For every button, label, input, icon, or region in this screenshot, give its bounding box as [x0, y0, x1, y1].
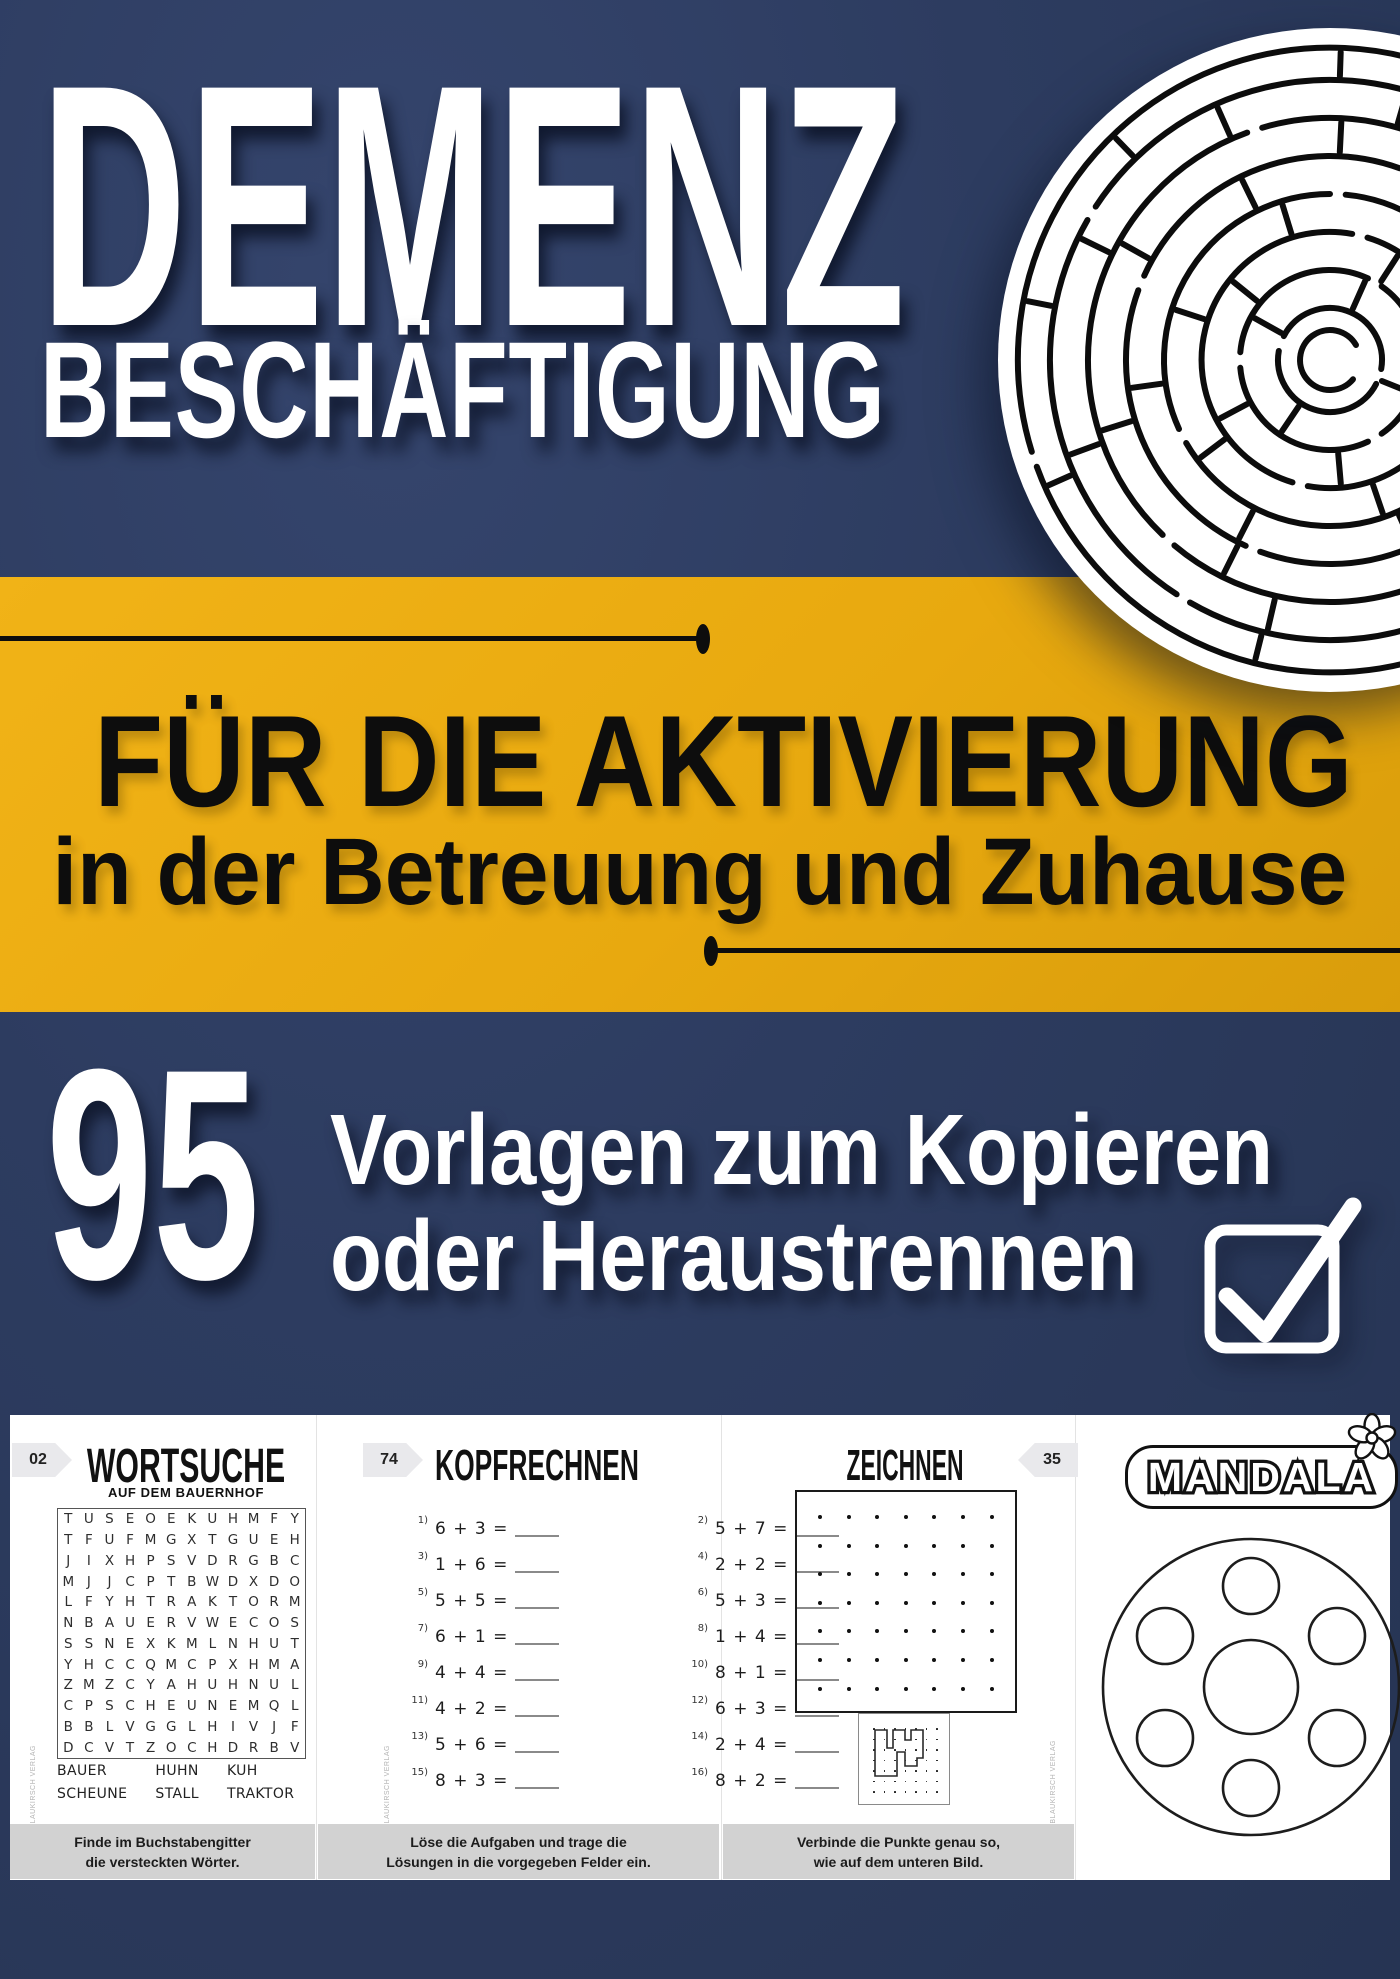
wortsuche-title: WORTSUCHE: [86, 1440, 286, 1493]
template-count: 95: [46, 1006, 260, 1342]
dot-grid-example-image: [858, 1713, 950, 1805]
divider-dot-top: [696, 624, 710, 654]
wortsuche-caption: Finde im Buchstabengitter die versteckte…: [10, 1824, 315, 1879]
circular-maze-illustration: [985, 15, 1400, 705]
band-subheading: in der Betreuung und Zuhause: [52, 819, 1348, 925]
mandala-logo-text: MANDALA: [1147, 1454, 1375, 1500]
math-problems-column-1: 1) 6 + 3 = 3) 1 + 6 = 5) 5 + 5 = 7) 6 + 1 = 9) 4 …: [406, 1511, 560, 1799]
wortsuche-subtitle: AUF DEM BAUERNHOF: [107, 1485, 265, 1500]
math-problems-column-2: 2) 5 + 7 = 4) 2 + 2 = 6) 5 + 3 = 8) 1 + 4 = 10) 8…: [686, 1511, 840, 1799]
cover-title-line2: BESCHÄFTIGUNG: [40, 314, 886, 467]
band-heading: FÜR DIE AKTIVIERUNG: [94, 688, 1353, 834]
page-divider: [316, 1415, 317, 1880]
dot-grid-box: [795, 1490, 1017, 1713]
example-figure-path: [874, 1729, 924, 1777]
page-divider: [1075, 1415, 1076, 1880]
divider-dot-bottom: [704, 936, 718, 966]
mandala-logo: MANDALA: [1125, 1445, 1398, 1509]
count-line2: oder Heraustrennen: [330, 1200, 1138, 1312]
kopfrechnen-title: KOPFRECHNEN: [435, 1441, 639, 1490]
cover-title-line1: DEMENZ: [40, 14, 907, 399]
zeichnen-title: ZEICHNEN: [846, 1441, 964, 1490]
page-number-badge-zeichnen: 35: [1018, 1443, 1078, 1477]
copyright-vertical: © BLAUKIRSCH VERLAG: [1050, 1740, 1057, 1834]
page-divider: [721, 1415, 722, 1880]
divider-line-bottom: [714, 948, 1400, 953]
template-count-text: Vorlagen zum Kopieren oder Heraustrennen: [330, 1097, 1400, 1309]
flower-icon: [1347, 1413, 1397, 1460]
mandala-drawing: [1101, 1537, 1400, 1837]
divider-line-top: [0, 636, 698, 641]
count-line1: Vorlagen zum Kopieren: [330, 1094, 1274, 1206]
zeichnen-caption: Verbinde die Punkte genau so, wie auf de…: [723, 1824, 1074, 1879]
kopfrechnen-caption: Löse die Aufgaben und trage die Lösungen…: [318, 1824, 719, 1879]
wordsearch-word-list: BAUER SCHEUNE HUHN STALL KUH TRAKTOR: [57, 1763, 295, 1802]
checkmark-box-icon: [1204, 1197, 1362, 1354]
